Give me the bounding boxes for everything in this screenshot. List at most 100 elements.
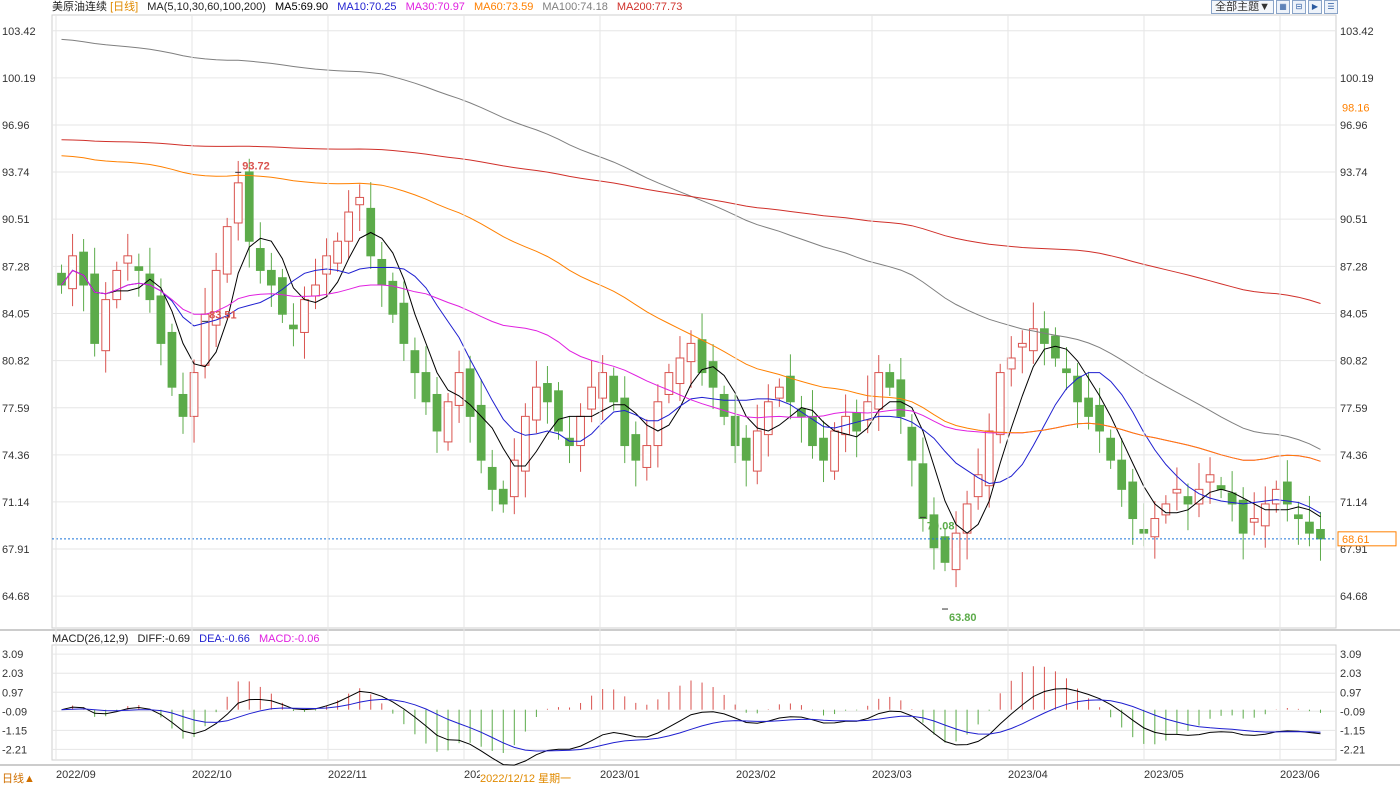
candle-body bbox=[874, 372, 884, 410]
y-tick-right: 84.05 bbox=[1340, 308, 1368, 320]
candle-body bbox=[1040, 328, 1049, 344]
y-tick-right: 64.68 bbox=[1340, 591, 1368, 603]
candle-body bbox=[1183, 496, 1193, 505]
y-tick-right: 74.36 bbox=[1340, 450, 1368, 462]
candle-body bbox=[763, 401, 773, 436]
candle-body bbox=[1028, 328, 1038, 352]
candle-body bbox=[984, 430, 994, 487]
y-tick-right: 77.59 bbox=[1340, 403, 1368, 415]
x-tick-label: 2022/09 bbox=[56, 769, 96, 781]
macd-tick-left: 2.03 bbox=[2, 668, 23, 680]
candle-body bbox=[1006, 357, 1016, 370]
y-tick-right: 67.91 bbox=[1340, 544, 1368, 556]
x-tick-label: 2023/02 bbox=[736, 769, 776, 781]
candle-body bbox=[1249, 518, 1259, 523]
candle-body bbox=[421, 372, 431, 403]
x-tick-label: 2023/06 bbox=[1280, 769, 1320, 781]
candle-body bbox=[90, 273, 100, 344]
candle-body bbox=[388, 280, 398, 315]
candle-body bbox=[57, 272, 66, 286]
candle-body bbox=[830, 430, 839, 472]
x-tick-label: 2023/03 bbox=[872, 769, 912, 781]
candle-body bbox=[730, 415, 740, 447]
macd-tick-left: -0.09 bbox=[2, 706, 27, 718]
macd-tick-left: 0.97 bbox=[2, 687, 23, 699]
instrument-name: 美原油连续 bbox=[52, 1, 107, 13]
candle-body bbox=[156, 295, 166, 344]
candle-body bbox=[509, 459, 519, 498]
settings-icon[interactable]: ☰ bbox=[1324, 0, 1338, 14]
candle-body bbox=[973, 474, 983, 498]
candle-body bbox=[565, 437, 574, 447]
y-tick-right: 103.42 bbox=[1340, 26, 1374, 38]
candle-body bbox=[532, 386, 541, 421]
candle-body bbox=[520, 415, 530, 472]
candle-body bbox=[907, 426, 917, 461]
candle-body bbox=[1161, 503, 1171, 516]
candle-body bbox=[278, 277, 287, 315]
period-switch[interactable]: 日线▲ bbox=[2, 773, 35, 785]
candle-body bbox=[1062, 368, 1071, 374]
candle-body bbox=[233, 182, 243, 224]
candle-body bbox=[443, 401, 453, 443]
grid-icon[interactable]: ▦ bbox=[1276, 0, 1290, 14]
candle-body bbox=[432, 393, 442, 432]
candle-body bbox=[101, 299, 111, 352]
candle-body bbox=[244, 171, 254, 242]
theme-dropdown[interactable]: 全部主题▼ bbox=[1211, 0, 1274, 14]
zoom-icon[interactable]: ⊟ bbox=[1292, 0, 1306, 14]
candle-body bbox=[929, 514, 939, 549]
y-tick-right: 100.19 bbox=[1340, 73, 1374, 85]
cursor-date: 2022/12/12 星期一 bbox=[480, 770, 572, 786]
macd-panel-frame bbox=[51, 644, 1337, 761]
macd-tick-left: -1.15 bbox=[2, 725, 27, 737]
candle-body bbox=[554, 390, 563, 432]
candle-body bbox=[1150, 518, 1160, 538]
macd-tick-right: 0.97 bbox=[1340, 687, 1361, 699]
candle-body bbox=[1227, 492, 1237, 505]
ma10-value: MA10:70.25 bbox=[337, 1, 397, 13]
macd-tick-left: -2.21 bbox=[2, 744, 27, 756]
candle-body bbox=[786, 375, 795, 403]
candle-body bbox=[774, 386, 784, 399]
candle-body bbox=[167, 331, 177, 388]
candle-body bbox=[995, 372, 1005, 436]
ma60-line bbox=[61, 155, 1321, 462]
candle-body bbox=[355, 196, 365, 206]
y-tick-left: 103.42 bbox=[2, 26, 36, 38]
chart-toolbar: 全部主题▼ ▦ ⊟ ▶ ☰ bbox=[1211, 0, 1338, 14]
candle-body bbox=[134, 266, 144, 271]
extreme-label: 83.51 bbox=[209, 309, 237, 321]
macd-tick-right: -0.09 bbox=[1340, 706, 1365, 718]
candle-body bbox=[189, 372, 199, 417]
candle-body bbox=[797, 408, 806, 417]
candle-body bbox=[719, 393, 729, 417]
ma5-line bbox=[61, 231, 1321, 534]
candle-body bbox=[587, 386, 596, 410]
candle-body bbox=[863, 401, 873, 421]
main-panel-frame bbox=[51, 14, 1337, 629]
macd-params: MACD(26,12,9) bbox=[52, 633, 129, 645]
candle-body bbox=[686, 342, 696, 363]
candle-body bbox=[708, 361, 718, 388]
candle-body bbox=[1294, 514, 1303, 520]
y-tick-left: 87.28 bbox=[2, 261, 30, 273]
last-price-tag bbox=[1337, 531, 1397, 547]
macd-diff: DIFF:-0.69 bbox=[137, 633, 191, 645]
ma-params: MA(5,10,30,60,100,200) bbox=[147, 1, 266, 13]
next-icon[interactable]: ▶ bbox=[1308, 0, 1322, 14]
candle-body bbox=[487, 466, 497, 490]
ma10-line bbox=[61, 267, 1321, 514]
candle-body bbox=[609, 375, 619, 403]
candle-body bbox=[178, 393, 188, 417]
y-tick-left: 100.19 bbox=[2, 73, 36, 85]
candle-body bbox=[289, 324, 298, 330]
candle-body bbox=[1128, 481, 1138, 520]
ma60-value: MA60:73.59 bbox=[474, 1, 534, 13]
candle-body bbox=[344, 211, 354, 242]
candle-body bbox=[68, 255, 77, 290]
candle-body bbox=[399, 302, 409, 344]
y-tick-right: 87.28 bbox=[1340, 261, 1368, 273]
candle-body bbox=[697, 339, 707, 374]
